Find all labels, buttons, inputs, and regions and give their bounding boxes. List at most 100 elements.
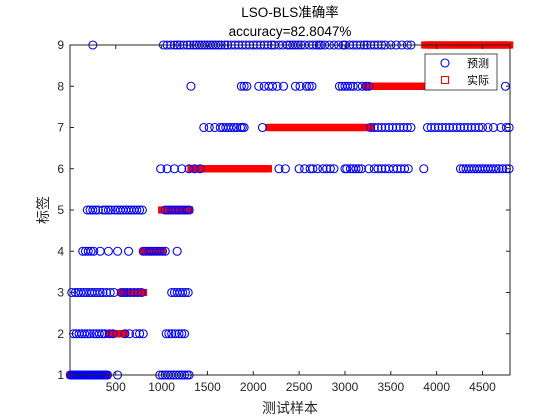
- predicted-point: [190, 164, 200, 174]
- predicted-point: [95, 287, 105, 298]
- x-tick-label: 1500: [194, 380, 221, 394]
- predicted-point: [83, 246, 93, 256]
- x-tick-label: 2500: [286, 380, 313, 394]
- predicted-point: [318, 164, 328, 174]
- predicted-point: [103, 246, 113, 256]
- predicted-point: [477, 122, 488, 133]
- predicted-point: [178, 287, 188, 298]
- predicted-point: [504, 122, 514, 133]
- predicted-point: [325, 164, 335, 174]
- predicted-point: [76, 287, 86, 298]
- actual-point: [264, 165, 273, 173]
- predicted-point: [400, 164, 410, 174]
- predicted-point: [426, 122, 436, 133]
- x-tick-label: 2000: [240, 380, 267, 394]
- predicted-point: [236, 81, 246, 91]
- predicted-point: [356, 164, 367, 174]
- x-tick-label: 4000: [423, 380, 450, 394]
- predicted-point: [444, 122, 455, 133]
- predicted-point: [396, 164, 406, 174]
- predicted-point: [305, 164, 315, 174]
- predicted-point: [162, 164, 172, 174]
- predicted-point: [97, 329, 107, 339]
- predicted-point: [177, 329, 187, 339]
- x-axis-label: 测试样本: [262, 401, 318, 417]
- predicted-point: [199, 122, 209, 133]
- predicted-point: [195, 164, 205, 174]
- predicted-point: [132, 205, 142, 215]
- predicted-point: [131, 329, 141, 339]
- y-tick-label: 7: [57, 121, 64, 135]
- predicted-point: [82, 329, 92, 339]
- predicted-point: [441, 122, 451, 133]
- predicted-point: [399, 122, 409, 133]
- predicted-point: [109, 287, 119, 298]
- predicted-point: [474, 122, 484, 133]
- predicted-point: [304, 81, 314, 91]
- predicted-point: [392, 164, 402, 174]
- predicted-point: [348, 81, 358, 91]
- predicted-point: [120, 329, 130, 339]
- predicted-point: [364, 81, 374, 91]
- predicted-point: [86, 246, 96, 256]
- predicted-point: [116, 287, 126, 298]
- predicted-point: [124, 246, 134, 256]
- predicted-point: [437, 122, 447, 133]
- predicted-point: [272, 81, 282, 91]
- predicted-point: [169, 164, 179, 174]
- y-tick-label: 2: [57, 327, 64, 341]
- predicted-point: [183, 287, 193, 298]
- x-tick-label: 3000: [332, 380, 359, 394]
- predicted-point: [448, 122, 458, 133]
- predicted-point: [133, 287, 143, 298]
- predicted-point: [157, 246, 168, 256]
- predicted-point: [174, 329, 184, 339]
- predicted-point: [354, 164, 364, 174]
- predicted-point: [369, 164, 379, 174]
- predicted-point: [89, 246, 99, 256]
- predicted-point: [377, 122, 387, 133]
- predicted-point: [466, 122, 477, 133]
- predicted-point: [389, 164, 399, 174]
- y-axis-label: 标签: [35, 196, 52, 224]
- y-tick-label: 9: [57, 38, 64, 52]
- predicted-point: [494, 164, 504, 174]
- predicted-point: [226, 122, 236, 133]
- predicted-point: [504, 164, 514, 174]
- predicted-point: [455, 122, 466, 133]
- predicted-point: [280, 164, 290, 174]
- predicted-point: [88, 205, 98, 215]
- predicted-point: [184, 164, 194, 174]
- predicted-point: [373, 164, 383, 174]
- predicted-point: [384, 122, 394, 133]
- predicted-point: [483, 122, 493, 133]
- predicted-point: [406, 122, 416, 133]
- predicted-point: [135, 205, 145, 215]
- legend-label-predicted: 预测: [467, 57, 489, 70]
- predicted-point: [377, 164, 387, 174]
- predicted-point: [373, 122, 383, 133]
- predicted-point: [94, 329, 104, 339]
- predicted-point: [98, 287, 108, 298]
- predicted-point: [369, 122, 379, 133]
- predicted-point: [242, 81, 252, 91]
- predicted-point: [395, 122, 405, 133]
- predicted-point: [179, 329, 190, 339]
- predicted-point: [167, 329, 177, 339]
- predicted-point: [278, 81, 289, 91]
- predicted-point: [155, 246, 165, 256]
- actual-point: [121, 330, 129, 338]
- predicted-point: [366, 122, 376, 133]
- x-tick-label: 1000: [148, 380, 175, 394]
- predicted-point: [403, 164, 413, 174]
- legend-label-actual: 实际: [467, 73, 489, 87]
- predicted-point: [239, 81, 249, 91]
- predicted-point: [103, 205, 113, 215]
- predicted-point: [101, 205, 111, 215]
- predicted-point: [290, 81, 301, 91]
- predicted-point: [364, 164, 374, 174]
- predicted-point: [294, 164, 304, 174]
- y-tick-label: 4: [57, 244, 64, 258]
- y-tick-label: 5: [57, 203, 64, 217]
